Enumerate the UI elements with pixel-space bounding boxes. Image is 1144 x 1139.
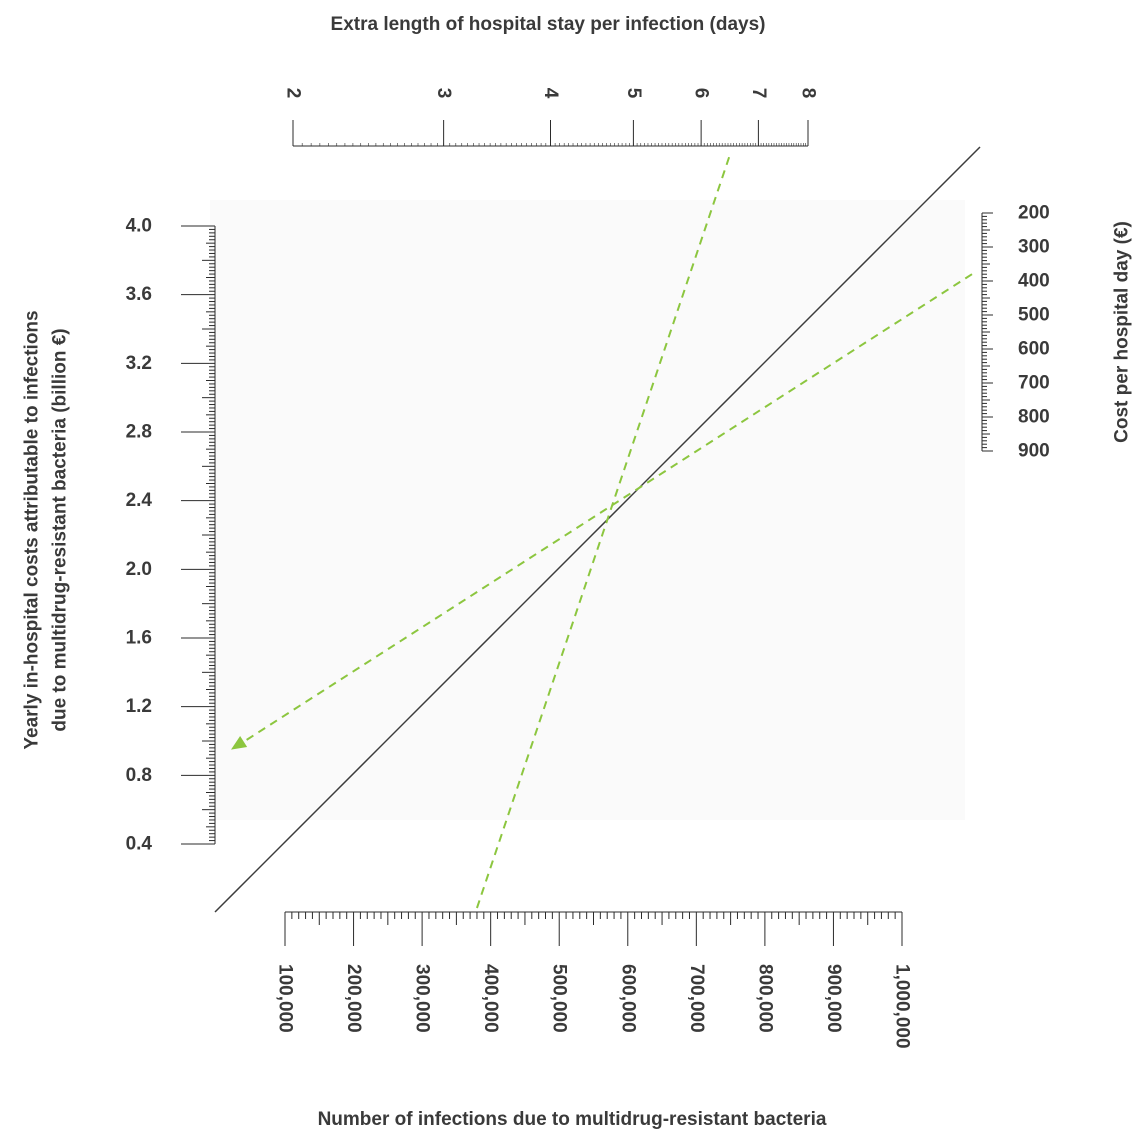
costs-tick-label: 4.0: [126, 216, 152, 237]
costs-axis-title-line: due to multidrug-resistant bacteria (bil…: [50, 328, 71, 731]
infections-tick-label: 200,000: [343, 964, 364, 1033]
infections-tick-label: 800,000: [754, 964, 775, 1033]
stay-tick-label: 4: [540, 88, 561, 99]
stay-axis-title: Extra length of hospital stay per infect…: [331, 14, 766, 35]
stay-tick-label: 6: [691, 88, 712, 99]
costs-tick-label: 1.2: [126, 696, 152, 717]
axis-titles: Number of infections due to multidrug-re…: [22, 14, 1133, 1130]
day-cost-tick-label: 300: [1018, 237, 1050, 258]
day-cost-tick-label: 700: [1018, 373, 1050, 394]
stay-tick-label: 2: [283, 88, 304, 99]
reference-diagonal-line: [214, 146, 981, 913]
guide-arrowhead: [231, 736, 248, 750]
stay-tick-label: 3: [433, 88, 454, 99]
infections-tick-label: 1,000,000: [892, 964, 913, 1049]
infections-tick-label: 600,000: [617, 964, 638, 1033]
infections-tick-label: 500,000: [549, 964, 570, 1033]
guide-line-day-cost-result: [236, 273, 973, 747]
infections-tick-label: 300,000: [412, 964, 433, 1033]
tick-labels: 100,000 200,000 300,000 400,000 500,000 600,0…: [126, 88, 1050, 1049]
day-cost-tick-label: 800: [1018, 407, 1050, 428]
nomogram-lines: [214, 146, 981, 913]
day-cost-tick-label: 400: [1018, 271, 1050, 292]
guide-line-infections-stay: [476, 151, 732, 909]
costs-tick-label: 2.0: [126, 559, 152, 580]
costs-tick-label: 2.8: [126, 422, 152, 443]
tick-marks: [181, 120, 993, 946]
infections-tick-label: 400,000: [480, 964, 501, 1033]
day-cost-tick-label: 500: [1018, 305, 1050, 326]
plot-background: [210, 200, 965, 820]
axis-lines: [214, 145, 983, 913]
stay-tick-label: 5: [623, 88, 644, 99]
stay-tick-label: 7: [748, 88, 769, 99]
costs-tick-label: 0.8: [126, 765, 152, 786]
infections-axis-title: Number of infections due to multidrug-re…: [318, 1109, 827, 1130]
costs-tick-label: 0.4: [126, 834, 153, 855]
day-cost-axis-title: Cost per hospital day (€): [1112, 221, 1133, 443]
infections-tick-label: 100,000: [275, 964, 296, 1033]
stay-tick-label: 8: [798, 88, 819, 99]
day-cost-tick-label: 200: [1018, 203, 1050, 224]
infections-tick-label: 900,000: [823, 964, 844, 1033]
day-cost-tick-label: 900: [1018, 441, 1050, 462]
costs-axis-title-line: Yearly in-hospital costs attributable to…: [22, 310, 43, 749]
infections-tick-label: 700,000: [686, 964, 707, 1033]
costs-tick-label: 1.6: [126, 628, 152, 649]
costs-tick-label: 3.6: [126, 284, 152, 305]
costs-tick-label: 2.4: [126, 490, 153, 511]
day-cost-tick-label: 600: [1018, 339, 1050, 360]
costs-tick-label: 3.2: [126, 353, 152, 374]
